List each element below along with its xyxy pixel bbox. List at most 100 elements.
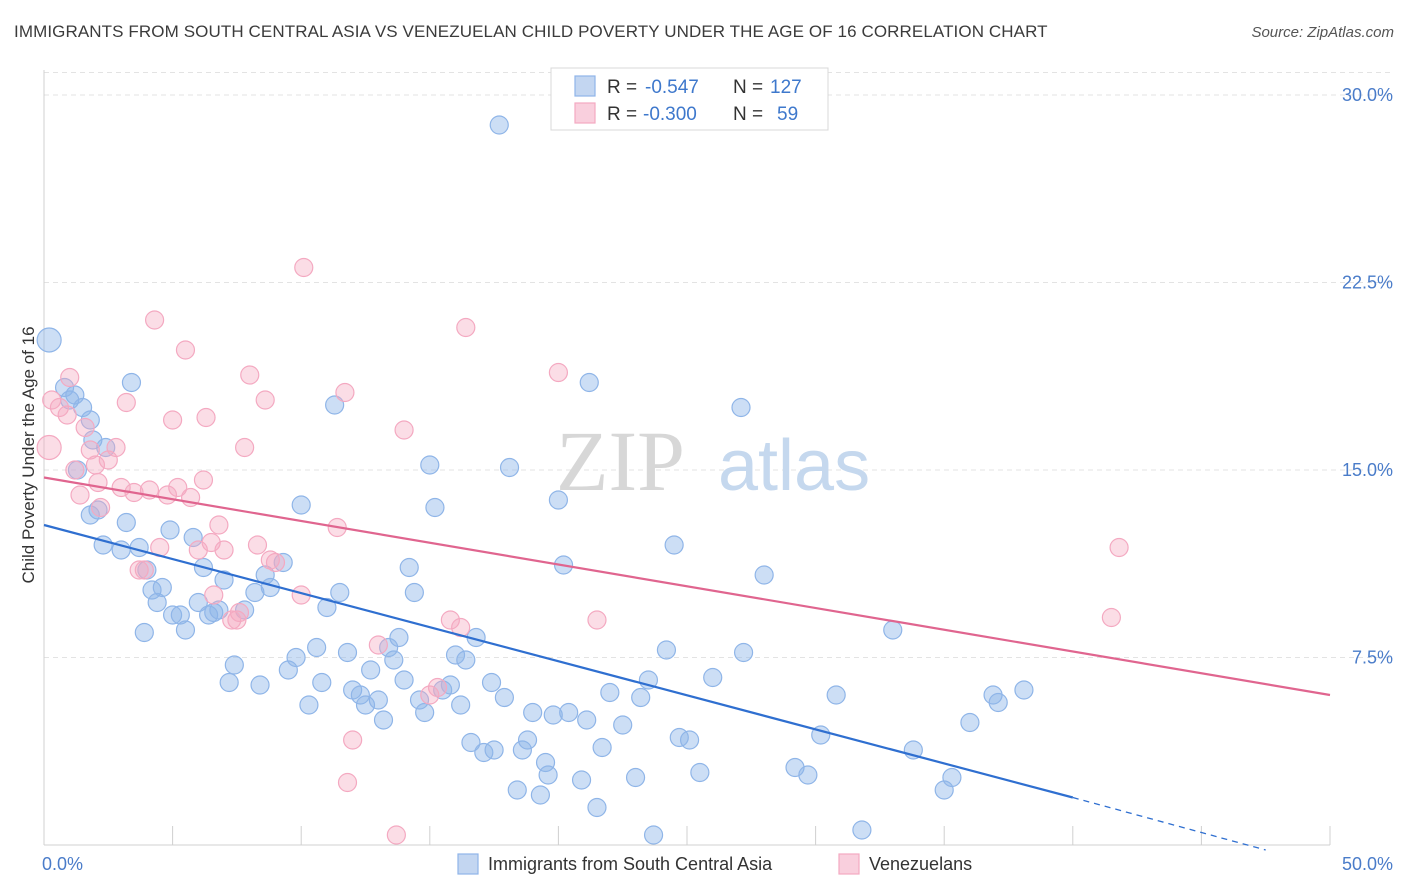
pink-point-37 — [235, 437, 255, 458]
pink-point-35 — [227, 610, 247, 630]
blue-point-65 — [425, 497, 445, 518]
pink-point-44 — [294, 257, 314, 278]
blue-point-16 — [134, 622, 154, 643]
y-tick-label-0: 7.5% — [1352, 648, 1393, 668]
blue-point-89 — [559, 702, 579, 723]
pink-point-3 — [57, 405, 77, 425]
blue-point-84 — [535, 752, 556, 773]
blue-point-82 — [523, 702, 543, 723]
blue-point-64 — [420, 455, 440, 475]
pink-point-17 — [129, 560, 149, 580]
blue-point-25 — [183, 527, 203, 548]
y-tick-label-3: 30.0% — [1342, 85, 1393, 105]
chart-title: IMMIGRANTS FROM SOUTH CENTRAL ASIA VS VE… — [14, 22, 1048, 41]
y-tick-label-2: 22.5% — [1342, 273, 1393, 293]
y-tick-label-1: 15.0% — [1342, 460, 1393, 480]
blue-point-78 — [499, 457, 520, 478]
blue-point-32 — [219, 672, 239, 693]
watermark: ZIP atlas — [556, 413, 870, 509]
pink-point-5 — [65, 460, 85, 480]
blue-point-121 — [988, 692, 1008, 713]
pink-trend-line — [43, 476, 1331, 697]
blue-point-63 — [415, 702, 435, 723]
y-tick-labels: 7.5% 15.0% 22.5% 30.0% — [1342, 85, 1393, 668]
blue-point-70 — [456, 650, 476, 670]
blue-point-54 — [368, 690, 388, 710]
blue-point-55 — [373, 710, 394, 730]
pink-point-53 — [427, 677, 448, 698]
watermark-zip: ZIP — [556, 413, 685, 509]
blue-point-20 — [152, 577, 172, 598]
blue-point-35 — [245, 582, 265, 603]
blue-point-1 — [54, 377, 75, 398]
blue-point-109 — [754, 565, 774, 585]
blue-point-57 — [384, 650, 404, 670]
bottom-legend-label-blue: Immigrants from South Central Asia — [488, 854, 773, 874]
bottom-legend-swatch-pink — [838, 853, 860, 875]
blue-point-31 — [214, 570, 234, 590]
pink-point-13 — [106, 437, 126, 458]
pink-point-59 — [1101, 607, 1121, 628]
legend-n-value-2: 59 — [777, 104, 798, 125]
blue-point-114 — [852, 820, 872, 840]
pink-point-8 — [80, 440, 100, 460]
pink-point-1 — [42, 390, 62, 410]
pink-point-50 — [386, 825, 406, 845]
source-label: Source: ZipAtlas.com — [1251, 24, 1394, 41]
pink-point-29 — [196, 407, 216, 428]
blue-point-92 — [579, 372, 599, 393]
y-axis-title: Child Poverty Under the Age of 16 — [19, 326, 38, 583]
pink-point-41 — [260, 550, 280, 570]
blue-point-94 — [592, 737, 612, 758]
blue-point-46 — [317, 597, 337, 618]
legend-n-label-2: N = — [733, 104, 763, 125]
legend-r-value-2: -0.300 — [643, 104, 697, 125]
blue-point-41 — [286, 647, 306, 668]
blue-point-47 — [325, 395, 345, 415]
pink-point-4 — [60, 367, 80, 388]
pink-point-15 — [116, 392, 136, 413]
blue-point-59 — [394, 670, 414, 690]
blue-point-62 — [409, 690, 430, 710]
grid-lines — [44, 72, 1392, 658]
bottom-legend-label-pink: Venezuelans — [869, 854, 972, 874]
blue-point-24 — [175, 620, 196, 640]
blue-point-68 — [445, 645, 466, 665]
blue-point-79 — [507, 780, 527, 800]
blue-point-80 — [512, 740, 532, 760]
blue-point-108 — [733, 642, 754, 663]
blue-point-13 — [116, 512, 136, 533]
legend-r-value-1: -0.547 — [645, 77, 699, 98]
blue-point-33 — [224, 655, 244, 675]
blue-point-106 — [703, 667, 723, 688]
blue-point-74 — [481, 672, 502, 693]
pink-point-28 — [193, 470, 214, 490]
pink-point-48 — [343, 730, 363, 750]
blue-point-113 — [826, 685, 846, 705]
pink-point-25 — [175, 340, 196, 360]
blue-point-0 — [36, 327, 62, 353]
blue-point-48 — [330, 582, 350, 603]
pink-point-60 — [1109, 537, 1129, 558]
pink-point-23 — [163, 410, 183, 430]
pink-point-36 — [229, 602, 250, 623]
axes — [43, 70, 1331, 846]
pink-point-0 — [36, 434, 62, 461]
legend-r-label-2: R = — [607, 104, 637, 125]
blue-point-61 — [404, 582, 424, 603]
x-tick-label-min: 0.0% — [42, 854, 83, 874]
blue-point-22 — [163, 605, 183, 625]
blue-point-69 — [451, 695, 471, 715]
blue-point-104 — [679, 730, 700, 750]
blue-point-19 — [147, 592, 167, 613]
blue-point-28 — [199, 605, 219, 625]
pink-point-46 — [335, 382, 355, 403]
blue-point-97 — [625, 767, 646, 788]
pink-point-57 — [548, 362, 569, 383]
blue-point-21 — [160, 520, 180, 540]
blue-point-95 — [600, 682, 620, 703]
pink-point-51 — [394, 420, 414, 440]
pink-point-6 — [70, 485, 90, 505]
legend-n-label-1: N = — [733, 77, 763, 98]
